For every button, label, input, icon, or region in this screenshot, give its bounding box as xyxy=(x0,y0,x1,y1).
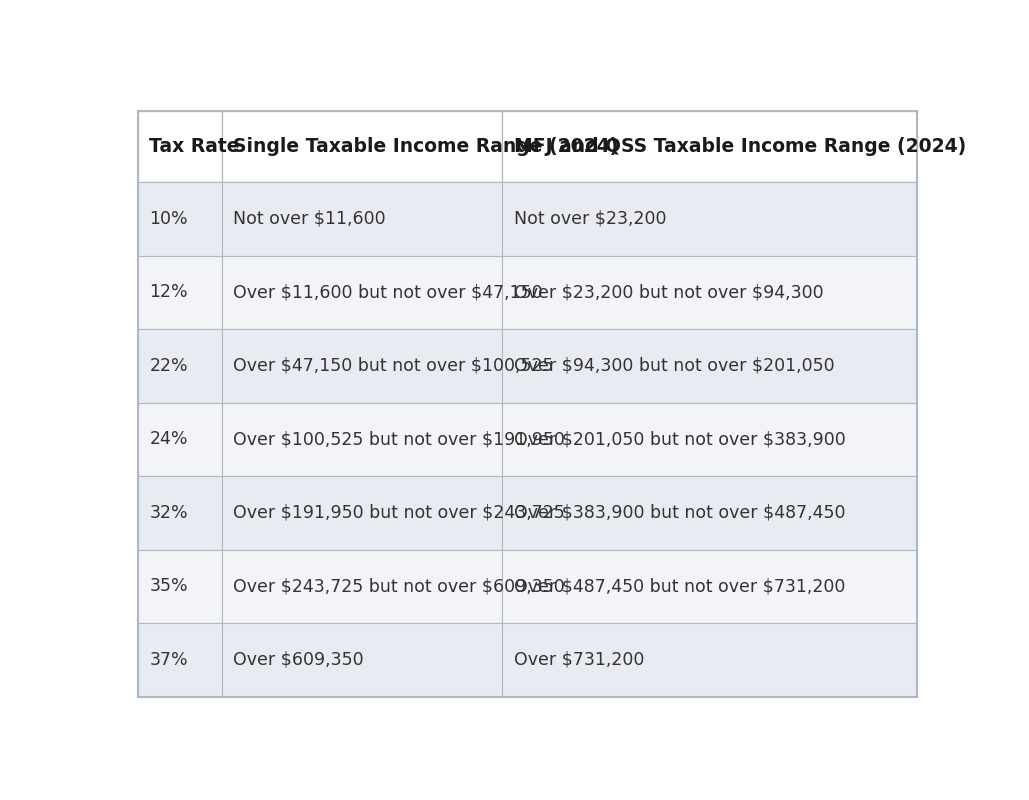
Text: 24%: 24% xyxy=(149,430,188,449)
Text: 12%: 12% xyxy=(149,283,188,302)
Text: Over $243,725 but not over $609,350: Over $243,725 but not over $609,350 xyxy=(234,578,565,595)
Bar xyxy=(138,111,222,182)
Bar xyxy=(138,623,222,697)
Text: Over $23,200 but not over $94,300: Over $23,200 but not over $94,300 xyxy=(513,283,823,302)
Text: Not over $23,200: Not over $23,200 xyxy=(513,210,666,228)
Bar xyxy=(222,623,502,697)
Text: Not over $11,600: Not over $11,600 xyxy=(234,210,386,228)
Text: Single Taxable Income Range (2024): Single Taxable Income Range (2024) xyxy=(234,138,618,156)
Bar xyxy=(502,182,917,256)
Bar xyxy=(502,330,917,402)
Bar xyxy=(502,256,917,330)
Bar xyxy=(222,256,502,330)
Text: 10%: 10% xyxy=(149,210,188,228)
Text: Tax Rate: Tax Rate xyxy=(149,138,240,156)
Text: Over $487,450 but not over $731,200: Over $487,450 but not over $731,200 xyxy=(513,578,845,595)
Bar xyxy=(138,476,222,550)
Text: Over $11,600 but not over $47,150: Over $11,600 but not over $47,150 xyxy=(234,283,543,302)
Text: 22%: 22% xyxy=(149,357,188,375)
Bar xyxy=(502,550,917,623)
Bar xyxy=(222,402,502,476)
Bar xyxy=(502,476,917,550)
Bar xyxy=(138,550,222,623)
Text: Over $94,300 but not over $201,050: Over $94,300 but not over $201,050 xyxy=(513,357,835,375)
Text: MFJ and QSS Taxable Income Range (2024): MFJ and QSS Taxable Income Range (2024) xyxy=(513,138,966,156)
Text: 32%: 32% xyxy=(149,504,188,522)
Text: Over $609,350: Over $609,350 xyxy=(234,651,364,669)
Text: Over $191,950 but not over $243,725: Over $191,950 but not over $243,725 xyxy=(234,504,565,522)
Bar xyxy=(138,402,222,476)
Text: Over $383,900 but not over $487,450: Over $383,900 but not over $487,450 xyxy=(513,504,845,522)
Bar xyxy=(502,402,917,476)
Bar xyxy=(138,256,222,330)
Bar xyxy=(222,550,502,623)
Bar xyxy=(138,330,222,402)
Text: Over $47,150 but not over $100,525: Over $47,150 but not over $100,525 xyxy=(234,357,554,375)
Bar xyxy=(138,182,222,256)
Bar xyxy=(222,330,502,402)
Text: Over $100,525 but not over $191,950: Over $100,525 but not over $191,950 xyxy=(234,430,565,449)
Bar xyxy=(502,623,917,697)
Bar xyxy=(222,182,502,256)
Bar xyxy=(222,476,502,550)
Bar xyxy=(222,111,502,182)
Text: Over $201,050 but not over $383,900: Over $201,050 but not over $383,900 xyxy=(513,430,846,449)
Text: 37%: 37% xyxy=(149,651,188,669)
Text: Over $731,200: Over $731,200 xyxy=(513,651,644,669)
Text: 35%: 35% xyxy=(149,578,188,595)
Bar xyxy=(502,111,917,182)
